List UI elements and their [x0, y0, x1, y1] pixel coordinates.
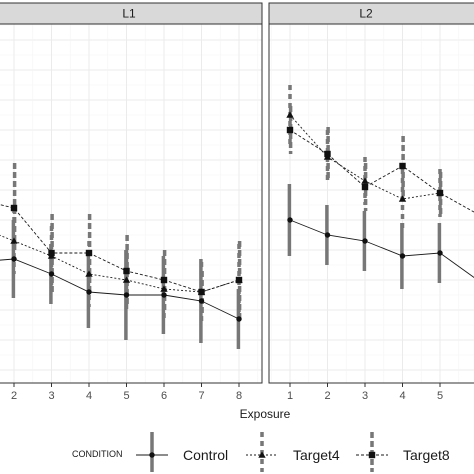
- point-target8-l2: [436, 189, 444, 197]
- panel-l1-gridlines: [0, 24, 262, 383]
- x-tick-label: 2: [11, 390, 17, 402]
- point-control-l1: [11, 256, 17, 262]
- point-control-l2: [399, 253, 406, 259]
- legend-key-marker: [149, 452, 155, 458]
- legend-item-control: Control: [136, 432, 228, 472]
- series-line-target8-l2: [289, 129, 474, 213]
- point-target8-l1: [48, 249, 55, 257]
- point-target4-l1: [122, 276, 131, 283]
- legend-key-marker: [368, 451, 376, 459]
- point-target8-l1: [123, 267, 130, 275]
- point-control-l1: [198, 298, 205, 304]
- point-target8-l1: [235, 276, 243, 284]
- legend-label: Control: [183, 447, 228, 463]
- point-target8-l2: [399, 162, 406, 170]
- x-tick-label: 3: [48, 390, 54, 402]
- legend-label: Target4: [293, 447, 340, 463]
- x-tick-label: 5: [123, 390, 129, 402]
- legend-title: CONDITION: [72, 449, 123, 459]
- panel-l2-marks: [286, 85, 474, 289]
- point-control-l1: [123, 292, 130, 298]
- panel-l1-border: [0, 23, 263, 384]
- panel-l1-x-ticks: 2 3 4 5 6 7 8: [11, 383, 242, 402]
- panel-l1: L1 2 3 4 5 6 7 8: [0, 2, 263, 402]
- point-target4-l1: [160, 285, 168, 292]
- point-control-l2: [287, 217, 293, 223]
- x-tick-label: 3: [362, 390, 368, 402]
- legend-item-target8: Target8: [356, 432, 450, 472]
- series-line-control-l1: [0, 258, 240, 320]
- point-target4-l1: [85, 270, 93, 277]
- point-target8-l1: [160, 276, 168, 284]
- legend-item-target4: Target4: [246, 432, 340, 472]
- panel-l2-border: [268, 23, 474, 384]
- legend-label: Target8: [403, 447, 450, 463]
- point-target4-l2: [286, 111, 294, 118]
- panel-l2-background: [269, 24, 474, 383]
- panel-l2: L2 1 2 3 4 5: [268, 2, 474, 402]
- x-axis-title: Exposure: [240, 407, 291, 421]
- series-line-control-l2: [289, 219, 474, 279]
- point-target8-l1: [85, 249, 93, 257]
- point-control-l1: [48, 271, 55, 277]
- x-tick-label: 6: [161, 390, 167, 402]
- point-control-l2: [324, 232, 331, 238]
- point-control-l1: [161, 292, 167, 298]
- series-line-target8-l1: [0, 204, 240, 293]
- panel-l2-label: L2: [359, 7, 373, 21]
- x-tick-label: 7: [198, 390, 204, 402]
- point-target8-l1: [10, 204, 18, 212]
- point-control-l2: [362, 238, 368, 244]
- panel-l2-x-ticks: 1 2 3 4 5: [287, 383, 443, 402]
- point-target8-l1: [198, 288, 205, 296]
- x-tick-label: 5: [437, 390, 443, 402]
- legend: CONDITION Control Target4 Target8: [72, 432, 450, 472]
- panel-l1-background: [0, 24, 262, 383]
- point-target8-l2: [324, 150, 331, 158]
- x-tick-label: 1: [287, 390, 293, 402]
- point-control-l1: [236, 316, 242, 322]
- point-control-l1: [86, 289, 92, 295]
- x-tick-label: 8: [236, 390, 242, 402]
- point-control-l2: [437, 250, 443, 256]
- point-target8-l2: [286, 126, 294, 134]
- series-line-target4-l1: [0, 234, 240, 293]
- panel-l1-label: L1: [122, 7, 136, 21]
- point-target8-l2: [361, 183, 369, 191]
- x-tick-label: 4: [86, 390, 92, 402]
- point-target4-l2: [398, 195, 407, 202]
- point-target4-l2: [361, 177, 369, 184]
- x-tick-label: 2: [324, 390, 330, 402]
- x-tick-label: 4: [399, 390, 405, 402]
- panel-l1-marks: [0, 163, 243, 349]
- legend-key-marker: [258, 451, 266, 458]
- point-target4-l1: [10, 237, 18, 244]
